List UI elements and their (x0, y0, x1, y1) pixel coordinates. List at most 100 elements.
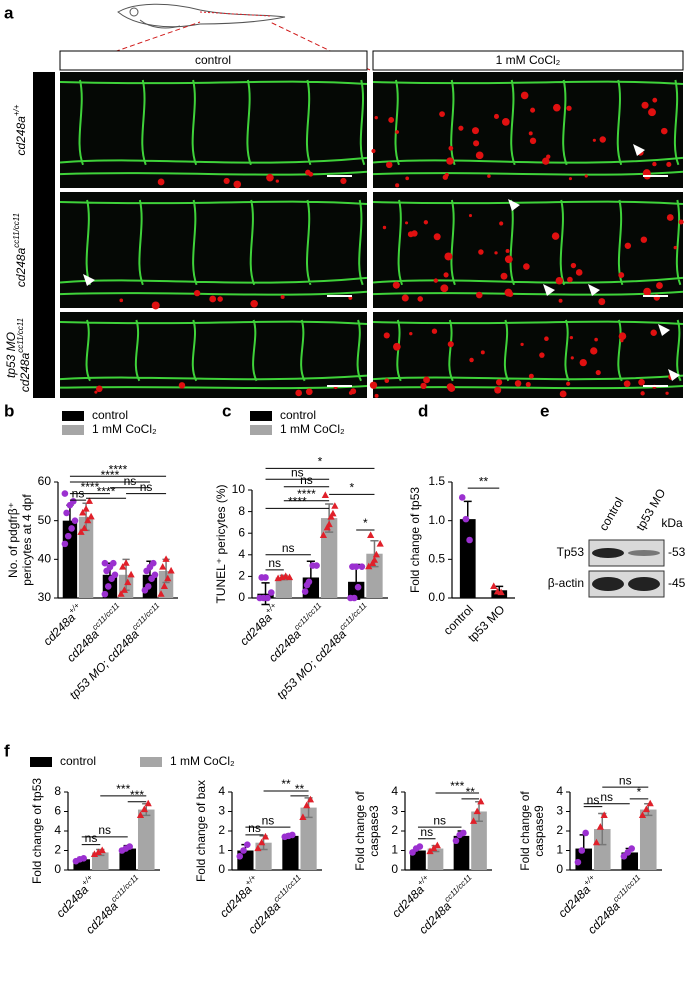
significance-label: ns (420, 825, 433, 839)
data-point (460, 829, 467, 837)
arrowhead (508, 199, 520, 211)
tunel-dot (570, 262, 577, 269)
data-point (416, 843, 424, 850)
y-tick-label: 1 (556, 843, 563, 857)
significance-label: **** (81, 480, 100, 494)
tunel-dot (501, 118, 510, 126)
tunel-dot (666, 161, 672, 167)
fish-sketch (117, 3, 286, 29)
data-point (426, 847, 434, 855)
tunel-dot (656, 282, 663, 289)
data-point (264, 594, 271, 602)
bar (137, 809, 155, 870)
x-tick-label: cd248a+/+ (52, 873, 100, 921)
data-point (94, 848, 102, 856)
tunel-dot (382, 225, 387, 230)
data-point (63, 509, 70, 517)
significance-label: **** (101, 468, 120, 482)
tunel-dot (499, 221, 504, 226)
y-tick-label: 0.0 (428, 590, 445, 604)
significance-label: ns (98, 823, 111, 837)
tunel-dot (405, 176, 410, 181)
y-tick-label: 4 (556, 784, 563, 798)
tunel-dot (618, 272, 625, 279)
x-tick-label: cd248a+/+ (215, 873, 263, 921)
tunel-dot (401, 294, 409, 302)
tunel-dot (638, 378, 645, 386)
tunel-dot (584, 174, 588, 178)
size-label: -45 (668, 576, 685, 590)
y-tick-label: 8 (238, 504, 245, 518)
data-point (149, 559, 157, 567)
tunel-dot (575, 269, 583, 276)
text-part: cd248a (245, 899, 283, 937)
y-tick-label: 1.0 (428, 513, 445, 527)
data-point (120, 586, 128, 593)
data-point (638, 811, 647, 818)
data-point (157, 590, 165, 597)
y-tick-label: 0 (54, 862, 61, 876)
bar (78, 516, 94, 598)
y-tick-label: 3 (218, 804, 225, 818)
tunel-dot (568, 177, 573, 181)
panel-label: d (418, 401, 428, 420)
tunel-dot (423, 376, 430, 384)
tunel-dot (624, 242, 632, 249)
tunel-dot (446, 157, 454, 165)
tunel-dot (579, 358, 587, 367)
y-tick-label: 10 (232, 482, 246, 496)
tunel-dot (383, 332, 390, 339)
error-bar (261, 582, 270, 606)
arrowhead (543, 284, 555, 296)
tunel-dot (539, 352, 545, 358)
y-tick-label: 40 (38, 552, 52, 566)
tunel-dot (618, 332, 627, 341)
text-part: cd248a (555, 882, 593, 920)
y-tick-label: 2 (238, 569, 245, 583)
bar (62, 520, 78, 598)
significance-label: ns (433, 813, 446, 827)
tunel-dot (223, 177, 230, 185)
y-tick-label: 6 (238, 525, 245, 539)
text-part: cd248a (83, 899, 121, 937)
significance-label: *** (450, 779, 464, 793)
data-point (80, 524, 88, 531)
data-point (289, 831, 296, 839)
tunel-dot (448, 145, 454, 151)
tunel-dot (595, 370, 601, 376)
data-point (64, 532, 72, 540)
significance-label: ** (479, 474, 489, 488)
y-tick-label: 1 (218, 843, 225, 857)
data-point (628, 845, 635, 852)
y-tick-label: 2 (218, 823, 225, 837)
data-point (80, 855, 87, 862)
tunel-dot (371, 148, 376, 154)
tunel-dot (648, 108, 656, 117)
data-point (61, 490, 69, 497)
tunel-dot (529, 137, 537, 145)
y-tick-label: 4 (218, 784, 225, 798)
y-tick-label: 60 (38, 474, 52, 488)
data-point (592, 838, 601, 846)
tunel-dot (523, 263, 530, 270)
tunel-dot (405, 221, 409, 225)
y-tick-label: 0 (391, 862, 398, 876)
tunel-dot (641, 101, 649, 109)
data-point (90, 850, 99, 857)
tunel-dot (559, 390, 567, 398)
vessel (372, 319, 684, 390)
bar (639, 809, 657, 870)
size-label: -53 (668, 545, 685, 559)
text-part: cc11/cc11 (443, 873, 474, 904)
tunel-dot (395, 183, 400, 188)
y-tick-label: 30 (38, 590, 52, 604)
tunel-dot (598, 298, 606, 306)
text-part: cd248a (64, 627, 102, 665)
data-point (244, 841, 251, 848)
text-part: cc11/cc11 (292, 601, 323, 632)
y-tick-label: 1 (391, 843, 398, 857)
significance-label: ns (619, 773, 632, 787)
tunel-dot (295, 389, 303, 397)
